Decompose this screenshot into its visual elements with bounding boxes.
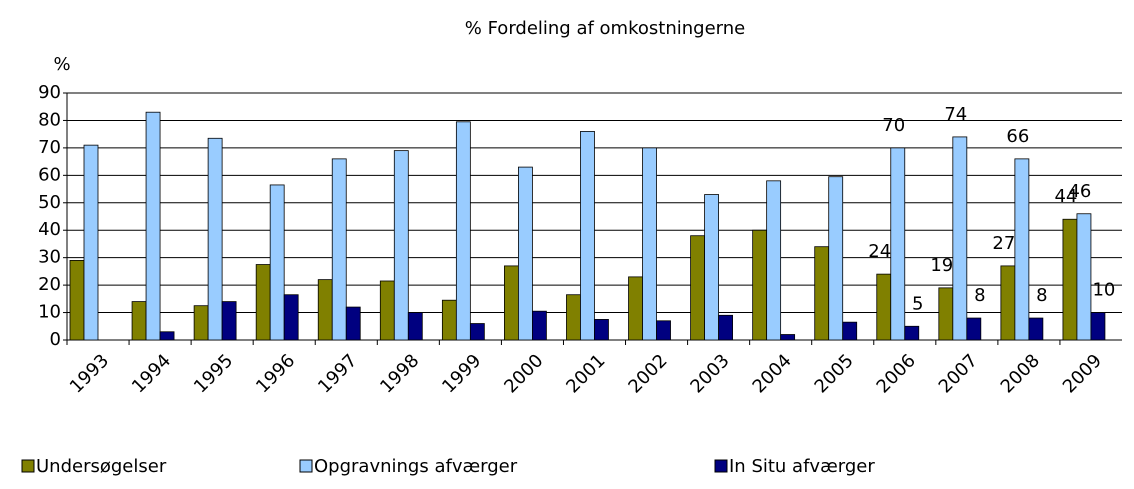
x-tick-label: 1994 xyxy=(128,350,175,397)
bar xyxy=(83,144,99,341)
bar xyxy=(1000,265,1016,341)
x-tick-label: 1993 xyxy=(66,350,113,397)
x-tick-label: 2002 xyxy=(624,350,671,397)
bar xyxy=(255,264,271,341)
bar xyxy=(876,273,892,341)
x-tick-label: 1997 xyxy=(314,350,361,397)
bar xyxy=(283,294,299,341)
data-label: 8 xyxy=(974,285,985,306)
bar xyxy=(718,314,733,341)
y-tick-label: 40 xyxy=(38,219,61,240)
x-tick-label: 2009 xyxy=(1059,350,1106,397)
bar xyxy=(1090,312,1106,341)
bar xyxy=(221,301,237,341)
y-tick-label: 20 xyxy=(38,274,61,295)
data-label: 44 xyxy=(1054,186,1077,207)
bar xyxy=(379,280,395,341)
data-label: 5 xyxy=(912,293,923,314)
x-tick-label: 2000 xyxy=(500,350,547,397)
y-tick-label: 80 xyxy=(38,109,61,130)
bar xyxy=(1014,158,1030,341)
bar xyxy=(193,305,209,341)
bar xyxy=(890,147,906,341)
y-tick-label: 0 xyxy=(50,329,61,350)
bar xyxy=(828,176,844,341)
bar xyxy=(1028,317,1044,341)
bar xyxy=(1062,218,1078,341)
bar xyxy=(145,111,161,341)
legend-swatch xyxy=(714,459,728,473)
data-label: 70 xyxy=(882,115,905,136)
y-tick-label: 30 xyxy=(38,247,61,268)
bar xyxy=(656,320,671,341)
bar xyxy=(952,136,968,341)
legend-swatch xyxy=(21,459,35,473)
bar xyxy=(407,312,423,341)
bar xyxy=(469,323,485,341)
data-label: 66 xyxy=(1006,126,1029,147)
x-tick-label: 2003 xyxy=(686,350,733,397)
x-tick-label: 1999 xyxy=(438,350,485,397)
bar xyxy=(269,184,285,341)
bar xyxy=(642,147,657,341)
x-tick-label: 1995 xyxy=(190,350,237,397)
bar xyxy=(938,287,954,341)
data-label: 27 xyxy=(992,233,1015,254)
bar xyxy=(532,310,547,341)
x-tick-label: 2006 xyxy=(873,350,920,397)
x-tick-label: 2005 xyxy=(811,350,858,397)
bar xyxy=(441,299,457,341)
bar xyxy=(580,131,595,341)
bar xyxy=(1076,213,1092,341)
bar xyxy=(842,321,858,341)
data-label: 74 xyxy=(944,104,967,125)
bar xyxy=(159,331,175,341)
legend-swatch xyxy=(299,459,313,473)
bar xyxy=(504,265,519,341)
bar xyxy=(345,306,361,341)
bar xyxy=(207,137,223,341)
bar xyxy=(455,121,471,341)
x-tick-label: 2008 xyxy=(997,350,1044,397)
bar xyxy=(69,260,85,341)
bar xyxy=(966,317,982,341)
bar xyxy=(131,301,147,341)
data-label: 46 xyxy=(1068,181,1091,202)
data-label: 10 xyxy=(1092,280,1115,301)
bar xyxy=(331,158,347,341)
bar xyxy=(566,294,581,341)
legend-label: Undersøgelser xyxy=(36,456,167,477)
y-tick-label: 50 xyxy=(38,192,61,213)
bar xyxy=(594,319,609,341)
bar xyxy=(766,180,782,341)
data-label: 19 xyxy=(930,255,953,276)
x-tick-label: 2007 xyxy=(935,350,982,397)
bar xyxy=(393,150,409,341)
y-tick-label: 10 xyxy=(38,302,61,323)
bar xyxy=(704,194,719,341)
bar xyxy=(518,166,533,341)
bar xyxy=(317,279,333,341)
y-tick-label: 90 xyxy=(38,82,61,103)
x-tick-label: 1998 xyxy=(376,350,423,397)
y-tick-label: 60 xyxy=(38,164,61,185)
bar xyxy=(780,334,796,341)
chart-title: % Fordeling af omkostningerne xyxy=(465,18,745,39)
x-tick-label: 1996 xyxy=(252,350,299,397)
y-axis-label: % xyxy=(53,54,70,75)
data-label: 8 xyxy=(1036,285,1047,306)
legend-label: In Situ afværger xyxy=(729,456,875,477)
legend-label: Opgravnings afværger xyxy=(314,456,518,477)
bar xyxy=(690,235,705,341)
bar xyxy=(628,276,643,341)
x-tick-label: 2004 xyxy=(749,350,796,397)
bar xyxy=(904,325,920,341)
y-tick-label: 70 xyxy=(38,137,61,158)
bar xyxy=(752,229,768,341)
bar xyxy=(814,246,830,341)
x-tick-label: 2001 xyxy=(562,350,609,397)
data-label: 24 xyxy=(868,241,891,262)
